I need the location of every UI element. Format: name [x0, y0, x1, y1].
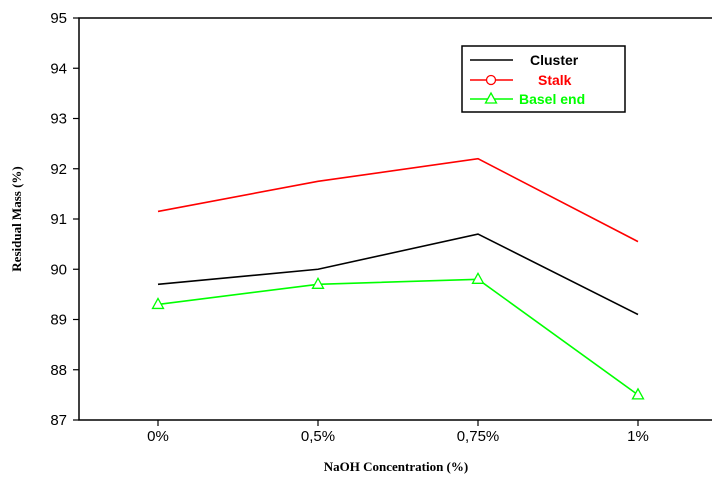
y-tick-label: 93 [50, 111, 67, 128]
x-axis: 0% 0,5% 0,75% 1% [147, 420, 649, 445]
y-tick-label: 87 [50, 412, 67, 429]
y-axis: 87 88 89 90 91 92 93 94 95 [50, 10, 79, 429]
x-tick-label: 0,75% [457, 428, 500, 445]
y-tick-label: 94 [50, 60, 67, 77]
legend-label-basel-end: Basel end [519, 91, 585, 107]
y-tick-label: 92 [50, 161, 67, 178]
x-tick-label: 0% [147, 428, 169, 445]
x-tick-label: 1% [627, 428, 649, 445]
y-tick-label: 90 [50, 261, 67, 278]
y-tick-label: 95 [50, 10, 67, 27]
legend-label-stalk: Stalk [538, 72, 572, 88]
y-tick-label: 88 [50, 362, 67, 379]
legend: Cluster Stalk Basel end [461, 45, 626, 113]
series-line-cluster [157, 233, 639, 316]
data-point [631, 387, 645, 400]
data-point [311, 276, 325, 289]
series-layer [151, 157, 645, 400]
y-tick-label: 91 [50, 211, 67, 228]
x-tick-label: 0,5% [301, 428, 335, 445]
legend-marker-basel-end [484, 91, 498, 104]
x-axis-title: NaOH Concentration (%) [324, 459, 468, 474]
legend-label-cluster: Cluster [530, 52, 579, 68]
data-point [151, 297, 165, 310]
y-tick-label: 89 [50, 312, 67, 329]
series-line-stalk [157, 157, 639, 243]
y-axis-title: Residual Mass (%) [9, 166, 24, 271]
legend-marker-stalk [485, 74, 497, 86]
series-line-basel-end [157, 278, 639, 396]
data-point [471, 271, 485, 284]
